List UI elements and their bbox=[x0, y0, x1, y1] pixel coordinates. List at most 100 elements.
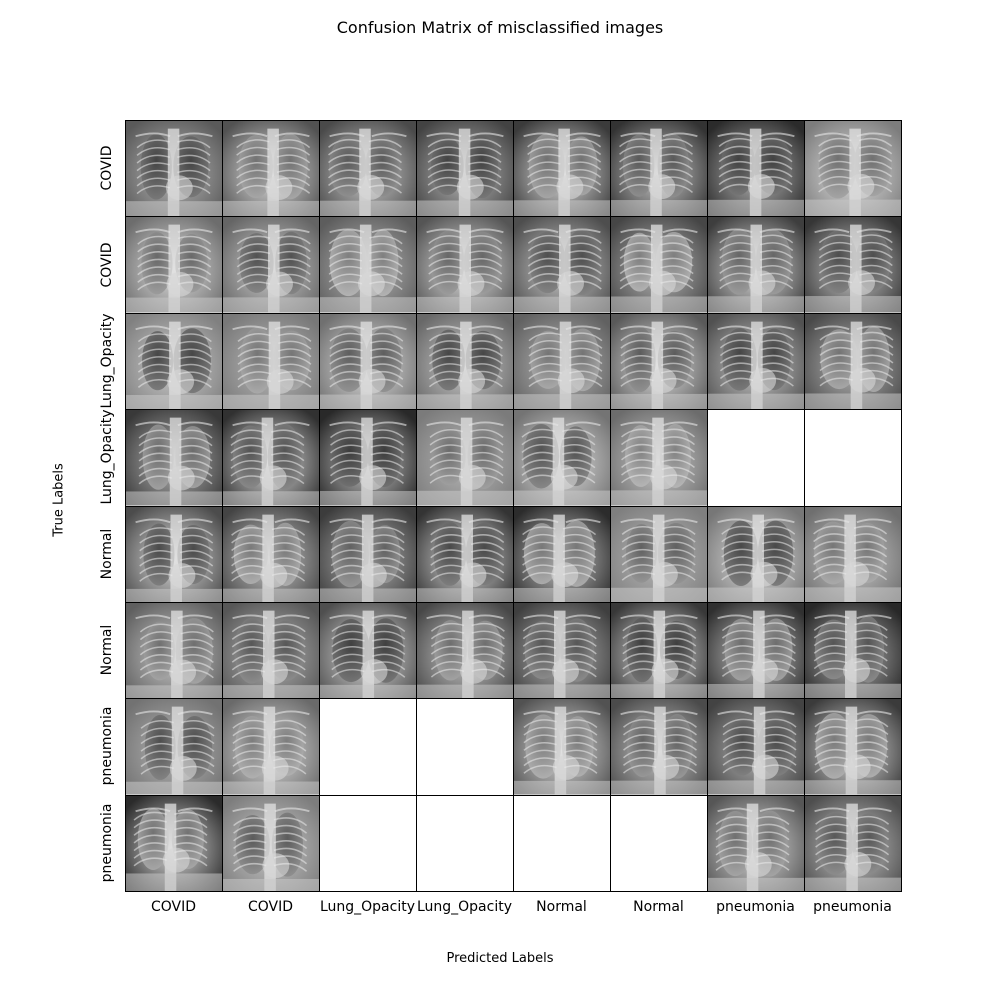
xray-image-cell bbox=[513, 216, 611, 314]
xray-image-cell bbox=[222, 312, 320, 411]
xray-image-cell bbox=[610, 409, 708, 507]
xray-image-cell bbox=[125, 312, 223, 411]
chest-xray-image bbox=[708, 313, 804, 410]
chest-xray-image bbox=[223, 699, 319, 795]
xray-image-cell bbox=[610, 698, 708, 796]
chest-xray-image bbox=[514, 121, 610, 217]
xray-image-cell bbox=[125, 505, 223, 603]
xray-image-cell bbox=[125, 216, 223, 314]
xray-image-cell bbox=[125, 120, 223, 218]
xray-image-cell bbox=[707, 698, 805, 796]
xray-image-cell bbox=[804, 601, 902, 700]
empty-cell bbox=[513, 794, 611, 892]
chest-xray-image bbox=[514, 410, 610, 506]
chest-xray-image bbox=[708, 602, 804, 699]
chest-xray-image bbox=[514, 602, 610, 699]
xray-image-cell bbox=[222, 794, 320, 892]
chest-xray-image bbox=[126, 795, 222, 891]
xray-image-cell bbox=[319, 409, 417, 507]
column-label: COVID bbox=[150, 899, 197, 915]
xray-image-cell bbox=[804, 120, 902, 218]
xray-image-cell bbox=[610, 505, 708, 603]
xray-image-cell bbox=[416, 120, 514, 218]
empty-cell bbox=[319, 794, 417, 892]
xray-image-cell bbox=[513, 312, 611, 411]
chest-xray-image bbox=[805, 217, 901, 313]
chest-xray-image bbox=[320, 217, 416, 313]
xray-image-cell bbox=[125, 601, 223, 700]
chest-xray-image bbox=[805, 699, 901, 795]
xray-image-cell bbox=[707, 120, 805, 218]
xray-image-cell bbox=[319, 120, 417, 218]
chest-xray-image bbox=[126, 410, 222, 506]
xray-image-cell bbox=[319, 601, 417, 700]
xray-image-cell bbox=[513, 120, 611, 218]
chest-xray-image bbox=[223, 795, 319, 891]
xray-image-cell bbox=[416, 216, 514, 314]
chest-xray-image bbox=[708, 121, 804, 217]
chest-xray-image bbox=[708, 795, 804, 891]
chest-xray-image bbox=[611, 506, 707, 602]
xray-image-cell bbox=[804, 698, 902, 796]
xray-image-cell bbox=[610, 120, 708, 218]
xray-image-cell bbox=[513, 698, 611, 796]
xray-image-cell bbox=[804, 216, 902, 314]
xray-image-cell bbox=[416, 409, 514, 507]
xray-image-cell bbox=[707, 794, 805, 892]
chest-xray-image bbox=[611, 217, 707, 313]
chest-xray-image bbox=[320, 313, 416, 410]
image-grid bbox=[125, 120, 902, 892]
chest-xray-image bbox=[320, 602, 416, 699]
xray-image-cell bbox=[125, 409, 223, 507]
x-axis-label: Predicted Labels bbox=[446, 951, 554, 966]
chest-xray-image bbox=[611, 699, 707, 795]
xray-image-cell bbox=[804, 794, 902, 892]
xray-image-cell bbox=[707, 312, 805, 411]
column-label: COVID bbox=[247, 899, 294, 915]
chest-xray-image bbox=[126, 217, 222, 313]
column-label: pneumonia bbox=[813, 899, 892, 915]
chest-xray-image bbox=[320, 410, 416, 506]
xray-image-cell bbox=[416, 505, 514, 603]
chest-xray-image bbox=[126, 506, 222, 602]
chart-title: Confusion Matrix of misclassified images bbox=[336, 18, 664, 37]
column-label: Normal bbox=[536, 899, 587, 915]
chest-xray-image bbox=[126, 121, 222, 217]
xray-image-cell bbox=[222, 409, 320, 507]
xray-image-cell bbox=[319, 505, 417, 603]
chest-xray-image bbox=[223, 506, 319, 602]
xray-image-cell bbox=[319, 312, 417, 411]
xray-image-cell bbox=[707, 505, 805, 603]
chest-xray-image bbox=[708, 699, 804, 795]
chest-xray-image bbox=[805, 121, 901, 217]
chest-xray-image bbox=[320, 506, 416, 602]
column-label: Normal bbox=[633, 899, 684, 915]
row-label: Normal bbox=[99, 624, 115, 676]
chest-xray-image bbox=[805, 795, 901, 891]
xray-image-cell bbox=[610, 216, 708, 314]
chest-xray-image bbox=[611, 410, 707, 506]
empty-cell bbox=[610, 794, 708, 892]
chest-xray-image bbox=[126, 699, 222, 795]
xray-image-cell bbox=[222, 698, 320, 796]
row-label: pneumonia bbox=[99, 803, 115, 883]
chest-xray-image bbox=[417, 217, 513, 313]
row-label: COVID bbox=[99, 242, 115, 288]
chest-xray-image bbox=[805, 602, 901, 699]
chest-xray-image bbox=[805, 506, 901, 602]
xray-image-cell bbox=[513, 409, 611, 507]
xray-image-cell bbox=[513, 601, 611, 700]
chest-xray-image bbox=[126, 602, 222, 699]
chest-xray-image bbox=[514, 506, 610, 602]
chest-xray-image bbox=[417, 506, 513, 602]
chest-xray-image bbox=[708, 217, 804, 313]
xray-image-cell bbox=[513, 505, 611, 603]
empty-cell bbox=[707, 409, 805, 507]
chest-xray-image bbox=[223, 313, 319, 410]
chest-xray-image bbox=[514, 699, 610, 795]
xray-image-cell bbox=[222, 120, 320, 218]
xray-image-cell bbox=[416, 601, 514, 700]
row-label: pneumonia bbox=[99, 707, 115, 786]
chest-xray-image bbox=[417, 602, 513, 699]
xray-image-cell bbox=[319, 216, 417, 314]
